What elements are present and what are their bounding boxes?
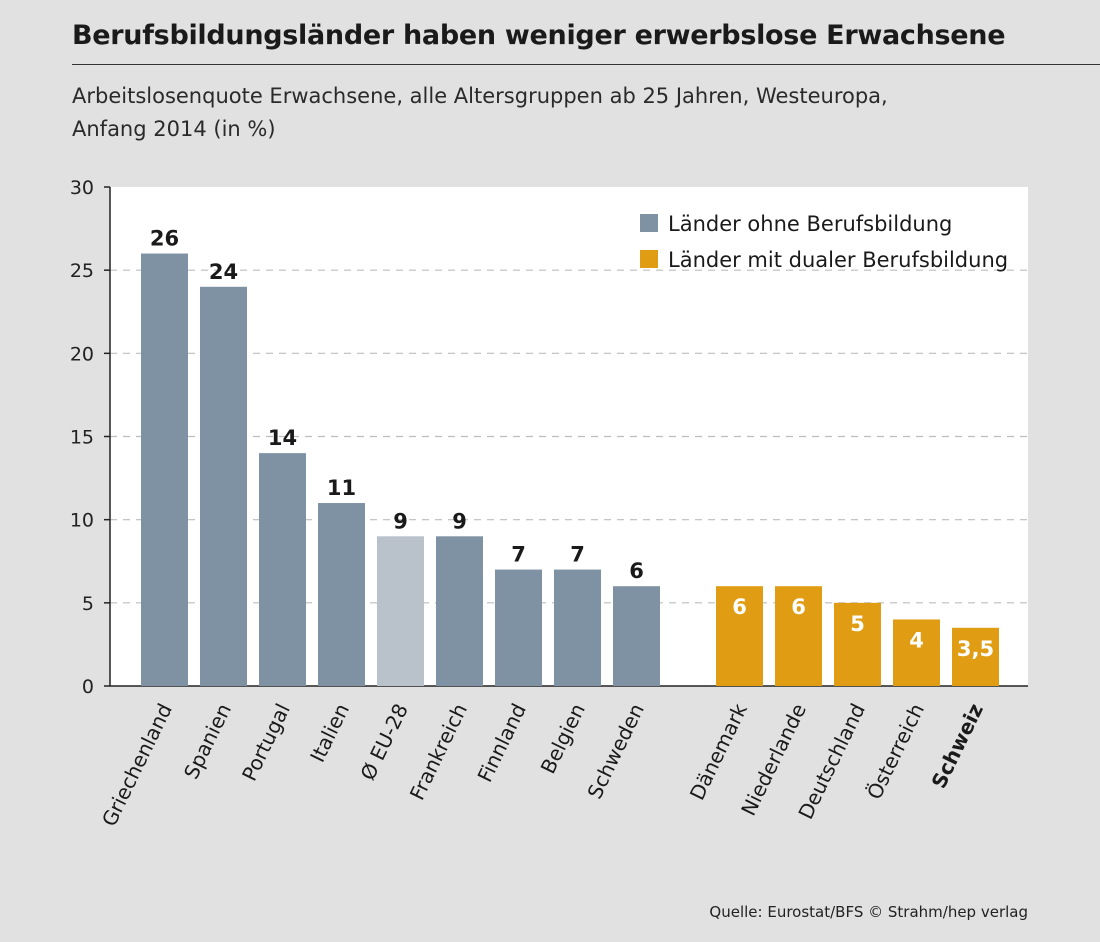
subtitle-line-1: Arbeitslosenquote Erwachsene, alle Alter… [72,84,888,108]
chart-subtitle: Arbeitslosenquote Erwachsene, alle Alter… [72,80,972,146]
y-tick-label: 5 [82,593,94,615]
legend-swatch [640,250,658,268]
y-tick-label: 20 [70,343,94,365]
legend-swatch [640,214,658,232]
x-tick-label: Dänemark [685,699,752,804]
x-tick-label: Schweiz [927,700,988,792]
bar [495,569,542,686]
bar-value-label: 5 [850,612,865,636]
bar-value-label: 7 [570,543,585,567]
bar-value-label: 4 [909,628,924,652]
bar [436,536,483,686]
x-tick-label: Frankreich [405,700,472,804]
bar [259,453,306,686]
bar-value-label: 6 [791,595,806,619]
y-tick-label: 0 [82,676,94,698]
source-note: Quelle: Eurostat/BFS © Strahm/hep verlag [709,903,1028,921]
bar-value-label: 24 [209,260,238,284]
x-tick-label: Portugal [237,700,295,785]
bar [377,536,424,686]
x-tick-label: Griechenland [97,700,177,830]
bar [952,627,999,686]
bar [613,586,660,686]
bar-value-label: 9 [452,509,467,533]
x-tick-label: Belgien [536,700,590,778]
bar [893,619,940,686]
bar [554,569,601,686]
x-tick-label: Finnland [473,700,531,786]
y-tick-label: 10 [70,510,94,532]
x-tick-label: Spanien [179,700,236,783]
bar-value-label: 7 [511,543,526,567]
legend-label: Länder mit dualer Berufsbildung [668,248,1008,272]
x-tick-label: Ø EU-28 [355,700,413,784]
legend-label: Länder ohne Berufsbildung [668,212,952,236]
bar-value-label: 14 [268,426,297,450]
bar-value-label: 6 [732,595,747,619]
chart-title: Berufsbildungsländer haben weniger erwer… [72,20,1006,51]
x-tick-label: Italien [305,700,354,766]
bar [775,586,822,686]
bar [716,586,763,686]
y-tick-label: 25 [70,260,94,282]
bar [318,503,365,686]
y-tick-label: 30 [70,177,94,199]
bar-value-label: 26 [150,227,179,251]
x-tick-label: Österreich [862,700,929,804]
x-tick-label: Schweden [582,700,649,803]
bar-value-label: 9 [393,509,408,533]
bar [200,286,247,686]
bar-value-label: 11 [327,476,356,500]
y-tick-label: 15 [70,427,94,449]
bar [834,602,881,686]
bar-value-label: 3,5 [957,637,994,661]
title-divider [72,64,1100,65]
subtitle-line-2: Anfang 2014 (in %) [72,117,276,141]
bar [141,253,188,687]
bar-value-label: 6 [629,559,644,583]
